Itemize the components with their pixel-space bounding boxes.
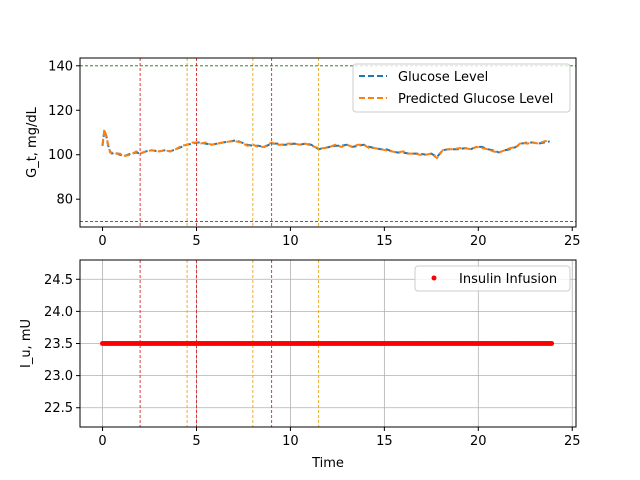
x-tick-label: 20 <box>470 434 487 449</box>
glucose-axes-frame <box>79 57 577 228</box>
x-tick-label: 25 <box>564 234 581 249</box>
time-x-axis-label: Time <box>311 456 344 471</box>
y-tick-label: 24.5 <box>44 273 73 288</box>
insulin-y-axis-label: I_u, mU <box>19 319 34 368</box>
glucose-ticks: 0 5 10 15 20 25 80 100 120 140 <box>48 59 580 249</box>
y-tick-label: 22.5 <box>44 401 73 416</box>
x-tick-label: 5 <box>192 434 200 449</box>
legend-label-insulin-infusion: Insulin Infusion <box>459 272 557 287</box>
x-tick-label: 10 <box>282 234 299 249</box>
series-line-predicted-glucose-level <box>101 128 550 160</box>
insulin-chart: 0 5 10 15 20 25 22.5 23.0 23.5 24.0 24.5 I_u, mU T… <box>19 259 581 471</box>
y-tick-label: 140 <box>48 59 73 74</box>
glucose-axes-border <box>79 57 577 228</box>
x-tick-label: 10 <box>282 434 299 449</box>
insulin-legend: Insulin Infusion <box>414 265 571 292</box>
series-line-glucose-level <box>101 129 550 158</box>
legend-label-glucose-level: Glucose Level <box>398 70 488 85</box>
glucose-y-axis-label: G_t, mg/dL <box>25 106 40 177</box>
glucose-legend: Glucose Level Predicted Glucose Level <box>352 63 571 113</box>
x-tick-label: 15 <box>376 234 393 249</box>
y-tick-label: 100 <box>48 148 73 163</box>
y-tick-label: 24.0 <box>44 305 73 320</box>
x-tick-label: 25 <box>564 434 581 449</box>
insulin-point <box>549 341 555 346</box>
insulin-plot-area <box>100 260 555 427</box>
y-tick-label: 120 <box>48 104 73 119</box>
glucose-plot-area <box>80 58 576 227</box>
glucose-chart: 0 5 10 15 20 25 80 100 120 140 G_t, mg/dL Glucose… <box>25 57 581 249</box>
y-tick-label: 80 <box>56 193 73 208</box>
x-tick-label: 5 <box>192 234 200 249</box>
x-tick-label: 20 <box>470 234 487 249</box>
y-tick-label: 23.0 <box>44 369 73 384</box>
x-tick-label: 15 <box>376 434 393 449</box>
y-tick-label: 23.5 <box>44 337 73 352</box>
x-tick-label: 0 <box>98 234 106 249</box>
insulin-legend-box <box>414 265 571 292</box>
insulin-ticks: 0 5 10 15 20 25 22.5 23.0 23.5 24.0 24.5 <box>44 273 580 449</box>
legend-label-predicted-glucose-level: Predicted Glucose Level <box>398 92 553 107</box>
x-tick-label: 0 <box>98 434 106 449</box>
legend-swatch-insulin-infusion <box>431 275 437 281</box>
glucose-legend-box <box>352 63 571 113</box>
